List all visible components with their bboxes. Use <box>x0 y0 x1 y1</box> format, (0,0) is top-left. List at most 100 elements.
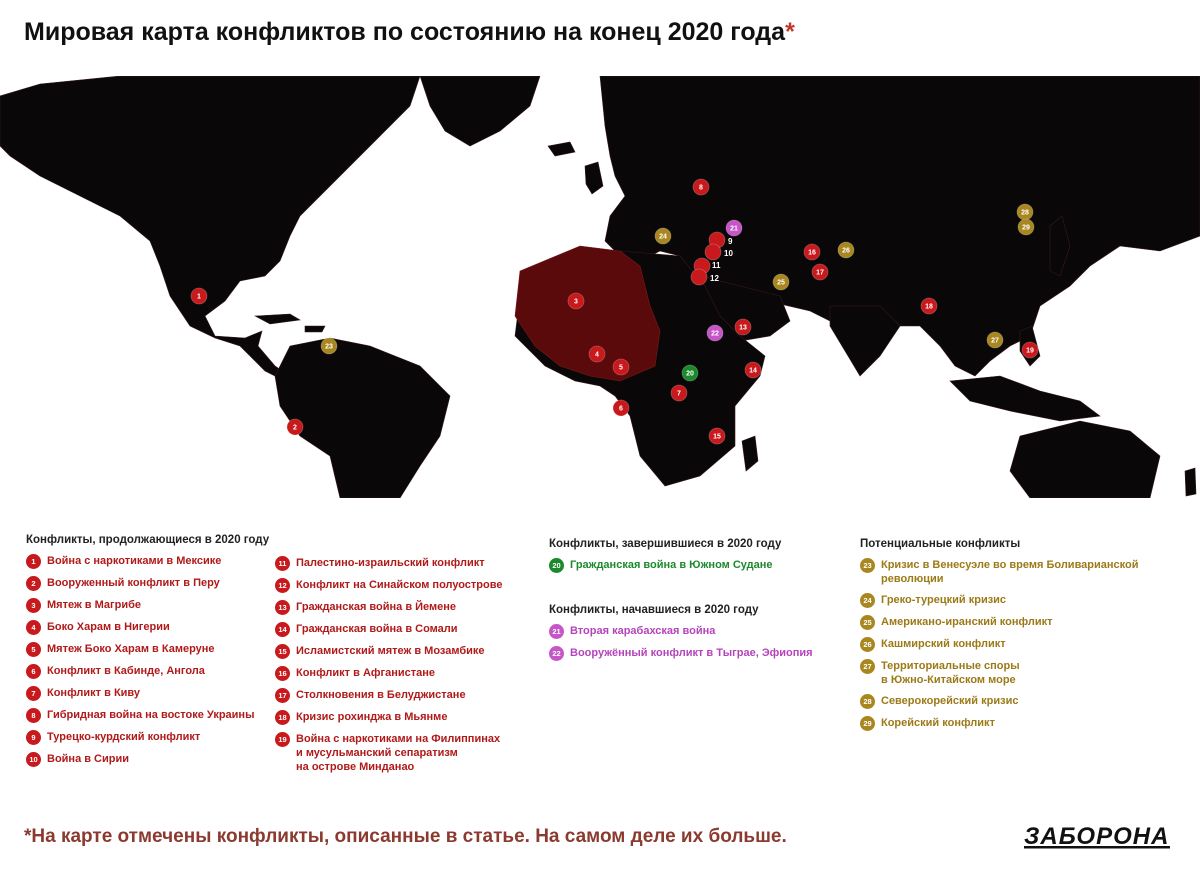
map-marker-dot <box>320 337 338 355</box>
conflict-markers: 1234567891011121314151617181920212223242… <box>190 178 1039 445</box>
map-marker-5: 5 <box>612 358 630 376</box>
map-marker-number: 5 <box>619 365 623 372</box>
legend-label: Столкновения в Белуджистане <box>296 688 466 702</box>
legend-label: Конфликт в Кабинде, Ангола <box>47 664 205 678</box>
legend-label: Мятеж в Магрибе <box>47 598 141 612</box>
legend-number-badge: 23 <box>860 558 875 573</box>
legend-label: Территориальные споры в Южно-Китайском мо… <box>881 659 1020 687</box>
map-marker-dot <box>1021 341 1039 359</box>
map-marker-27: 27 <box>986 331 1004 349</box>
map-marker-dot <box>772 273 790 291</box>
map-marker-17: 17 <box>811 263 829 281</box>
legend-ongoing-heading: Конфликты, продолжающиеся в 2020 году <box>26 534 270 546</box>
legend-label-line: Гражданская война в Йемене <box>296 601 457 613</box>
map-marker-20: 20 <box>681 364 699 382</box>
legend-item-4: 4 Боко Харам в Нигерии <box>26 620 276 635</box>
map-marker-number: 7 <box>677 391 681 398</box>
legend-label-line: Вооруженный конфликт в Перу <box>47 577 220 589</box>
map-marker-4: 4 <box>588 345 606 363</box>
legend-number-badge: 3 <box>26 598 41 613</box>
legend-item-6: 6 Конфликт в Кабинде, Ангола <box>26 664 276 679</box>
map-marker-dot <box>986 331 1004 349</box>
legend-item-20: 20 Гражданская война в Южном Судане <box>549 558 849 573</box>
legend-label: Кризис рохинджа в Мьянме <box>296 710 447 724</box>
legend-label-line: Американо-иранский конфликт <box>881 616 1053 628</box>
map-marker-21: 21 <box>725 219 743 237</box>
map-marker-dot <box>190 287 208 305</box>
map-marker-number: 20 <box>686 371 694 378</box>
page-title: Мировая карта конфликтов по состоянию на… <box>24 18 795 47</box>
map-marker-dot <box>704 243 722 261</box>
map-marker-dot <box>567 292 585 310</box>
map-marker-number: 15 <box>713 434 721 441</box>
legend-started: Конфликты, начавшиеся в 2020 году 21 Втор… <box>549 604 849 668</box>
legend-label-line: Территориальные споры <box>881 660 1020 672</box>
legend-label: Палестино-израильский конфликт <box>296 556 485 570</box>
legend-item-15: 15 Исламистский мятеж в Мозамбике <box>275 644 535 659</box>
legend-label: Конфликт в Киву <box>47 686 140 700</box>
legend-label: Американо-иранский конфликт <box>881 615 1053 629</box>
legend-item-8: 8 Гибридная война на востоке Украины <box>26 708 276 723</box>
map-marker-10: 10 <box>704 243 733 261</box>
legend-number-badge: 24 <box>860 593 875 608</box>
legend-number-badge: 19 <box>275 732 290 747</box>
map-marker-number: 8 <box>699 185 703 192</box>
map-marker-dot <box>708 427 726 445</box>
legend-label-line: Гибридная война на востоке Украины <box>47 709 255 721</box>
legend-label: Конфликт на Синайском полуострове <box>296 578 502 592</box>
map-marker-number: 3 <box>574 299 578 306</box>
legend-number-badge: 28 <box>860 694 875 709</box>
legend-item-25: 25 Американо-иранский конфликт <box>860 615 1180 630</box>
legend-label-line: Турецко-курдский конфликт <box>47 731 201 743</box>
map-marker-8: 8 <box>692 178 710 196</box>
map-marker-number: 26 <box>842 248 850 255</box>
map-marker-number: 27 <box>991 338 999 345</box>
legend-number-badge: 15 <box>275 644 290 659</box>
map-marker-19: 19 <box>1021 341 1039 359</box>
map-marker-22: 22 <box>706 324 724 342</box>
legend-number-badge: 21 <box>549 624 564 639</box>
map-marker-dot <box>692 178 710 196</box>
legend-number-badge: 25 <box>860 615 875 630</box>
legend-number-badge: 5 <box>26 642 41 657</box>
map-marker-dot <box>803 243 821 261</box>
legend-number-badge: 7 <box>26 686 41 701</box>
map-marker-number: 25 <box>777 280 785 287</box>
legend-label-line: Гражданская война в Южном Судане <box>570 559 773 571</box>
legend-ended: Конфликты, завершившиеся в 2020 году 20 Г… <box>549 538 849 580</box>
legend-label: Вторая карабахская война <box>570 624 715 638</box>
legend-label: Вооруженный конфликт в Перу <box>47 576 220 590</box>
legend-item-23: 23 Кризис в Венесуэле во время Боливариан… <box>860 558 1180 586</box>
legend-label-line: Кризис рохинджа в Мьянме <box>296 711 448 723</box>
legend-label-line: Корейский конфликт <box>881 717 995 729</box>
map-marker-dot <box>612 399 630 417</box>
zaborona-logo: ЗАБОРОНА <box>1024 823 1170 850</box>
south-america <box>274 337 451 498</box>
legend-item-11: 11 Палестино-израильский конфликт <box>275 556 535 571</box>
map-marker-number: 17 <box>816 270 824 277</box>
north-america <box>0 76 421 382</box>
map-marker-15: 15 <box>708 427 726 445</box>
legend-label-line: Кашмирский конфликт <box>881 638 1006 650</box>
legend-label-line: в Южно-Китайском море <box>881 674 1016 686</box>
legend-label-line: Вооружённый конфликт в Тыграе, Эфиопия <box>570 647 813 659</box>
legend-number-badge: 14 <box>275 622 290 637</box>
legend-item-3: 3 Мятеж в Магрибе <box>26 598 276 613</box>
legend-item-14: 14 Гражданская война в Сомали <box>275 622 535 637</box>
legend-label: Турецко-курдский конфликт <box>47 730 200 744</box>
map-marker-dot <box>1017 218 1035 236</box>
legend-label-line: Гражданская война в Сомали <box>296 623 458 635</box>
legend-label: Исламистский мятеж в Мозамбике <box>296 644 485 658</box>
legend-label-line: Северокорейский кризис <box>881 695 1019 707</box>
legend-item-19: 19 Война с наркотиками на Филиппинах и мус… <box>275 732 535 774</box>
map-marker-number: 24 <box>659 234 667 241</box>
map-marker-7: 7 <box>670 384 688 402</box>
map-marker-dot <box>588 345 606 363</box>
legend-label: Вооружённый конфликт в Тыграе, Эфиопия <box>570 646 813 660</box>
legend-number-badge: 12 <box>275 578 290 593</box>
legend-started-heading: Конфликты, начавшиеся в 2020 году <box>549 604 759 616</box>
map-marker-number: 22 <box>711 331 719 338</box>
legend-label-line: и мусульманский сепаратизм <box>296 747 458 759</box>
legend-item-1: 1 Война с наркотиками в Мексике <box>26 554 276 569</box>
uk <box>584 161 604 195</box>
